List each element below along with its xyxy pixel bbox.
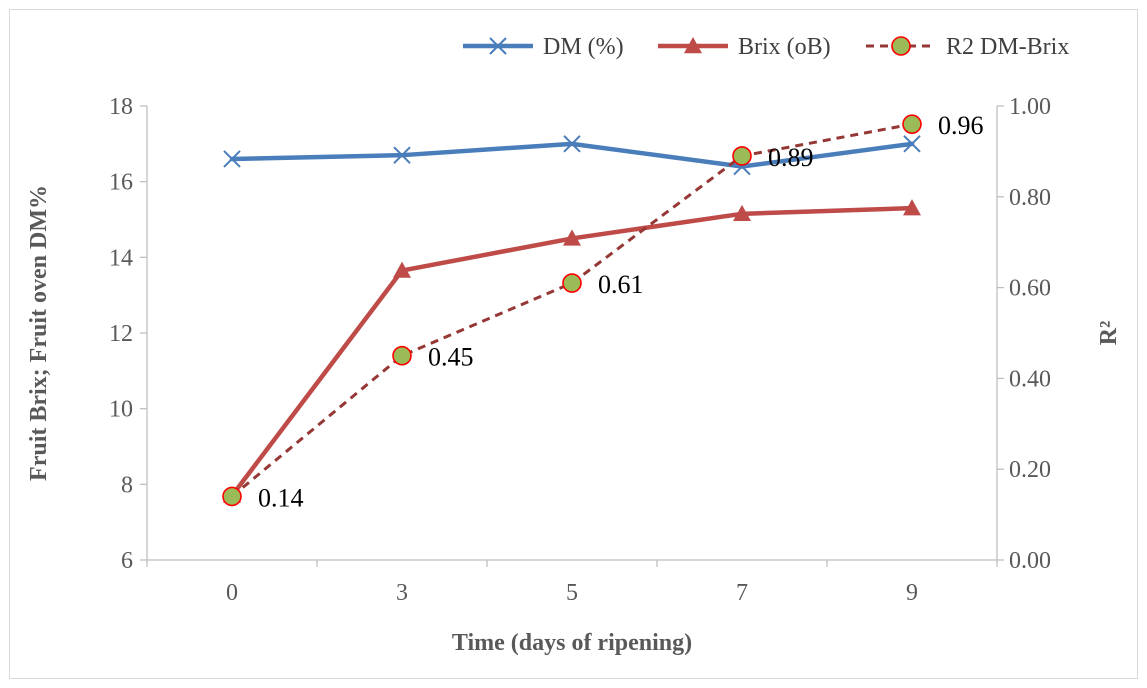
- r2-data-label: 0.61: [598, 270, 644, 299]
- y2-tick-label: 0.20: [1009, 457, 1051, 483]
- y-tick-label: 18: [109, 94, 133, 120]
- r2-data-label: 0.45: [428, 343, 474, 372]
- r2-marker: [222, 486, 242, 507]
- r2-data-label: 0.96: [938, 111, 984, 140]
- y-tick-label: 12: [109, 321, 133, 347]
- r2-marker: [732, 146, 752, 166]
- x-tick-label: 0: [226, 580, 238, 606]
- y-tick-label: 10: [109, 397, 133, 423]
- r2-marker: [891, 36, 911, 56]
- axes: 0 3 5 7 9 6 8 10 12 14 16 18 0.00 0.20 0.40 0.60 0.80 1.0…: [109, 94, 1051, 606]
- x-tick-label: 5: [566, 580, 578, 606]
- legend-label: DM (%): [543, 34, 624, 60]
- r2-series-line: [231, 122, 913, 498]
- legend-item-r2: R2 DM-Brix: [866, 34, 1069, 60]
- dm-marker: [903, 135, 921, 153]
- r2-marker: [902, 114, 922, 134]
- legend-label: R2 DM-Brix: [946, 34, 1069, 60]
- chart-frame: [9, 9, 1138, 679]
- brix-series: [223, 199, 921, 503]
- r2-marker: [392, 345, 412, 366]
- r2-series: [222, 114, 922, 507]
- y-tick-label: 8: [121, 472, 133, 498]
- legend-item-dm: DM (%): [463, 34, 624, 60]
- legend: DM (%) Brix (oB) R2 DM-Brix: [463, 34, 1069, 60]
- y2-tick-label: 0.80: [1009, 185, 1051, 211]
- r2-data-label: 0.89: [768, 143, 814, 172]
- x-tick-label: 9: [906, 580, 918, 606]
- data-labels: 0.14 0.45 0.61 0.89 0.96: [258, 111, 984, 512]
- r2-marker: [562, 273, 582, 293]
- y2-tick-label: 0.60: [1009, 276, 1051, 302]
- brix-marker: [393, 261, 411, 278]
- legend-label: Brix (oB): [738, 34, 831, 60]
- y-tick-label: 6: [121, 548, 133, 574]
- brix-marker: [684, 37, 702, 54]
- brix-series-line: [229, 205, 915, 498]
- dm-marker: [223, 150, 241, 168]
- dm-marker: [393, 146, 411, 164]
- series-layer: [222, 114, 922, 507]
- brix-marker: [733, 204, 751, 222]
- x-tick-label: 7: [736, 580, 748, 606]
- brix-marker: [563, 229, 581, 246]
- x-tick-label: 3: [396, 580, 408, 606]
- x-axis-title: Time (days of ripening): [452, 630, 692, 656]
- y2-tick-label: 1.00: [1009, 94, 1051, 120]
- y2-axis-title: R²: [1096, 321, 1122, 346]
- r2-data-label: 0.14: [258, 483, 304, 512]
- legend-item-brix: Brix (oB): [658, 34, 831, 60]
- y-tick-label: 16: [109, 170, 133, 196]
- y2-tick-label: 0.40: [1009, 366, 1051, 392]
- dm-marker: [563, 135, 581, 153]
- brix-marker: [903, 199, 921, 216]
- y2-tick-label: 0.00: [1009, 548, 1051, 574]
- dm-marker: [489, 37, 507, 55]
- y-tick-label: 14: [109, 245, 133, 271]
- y-axis-title: Fruit Brix; Fruit oven DM%: [26, 185, 52, 481]
